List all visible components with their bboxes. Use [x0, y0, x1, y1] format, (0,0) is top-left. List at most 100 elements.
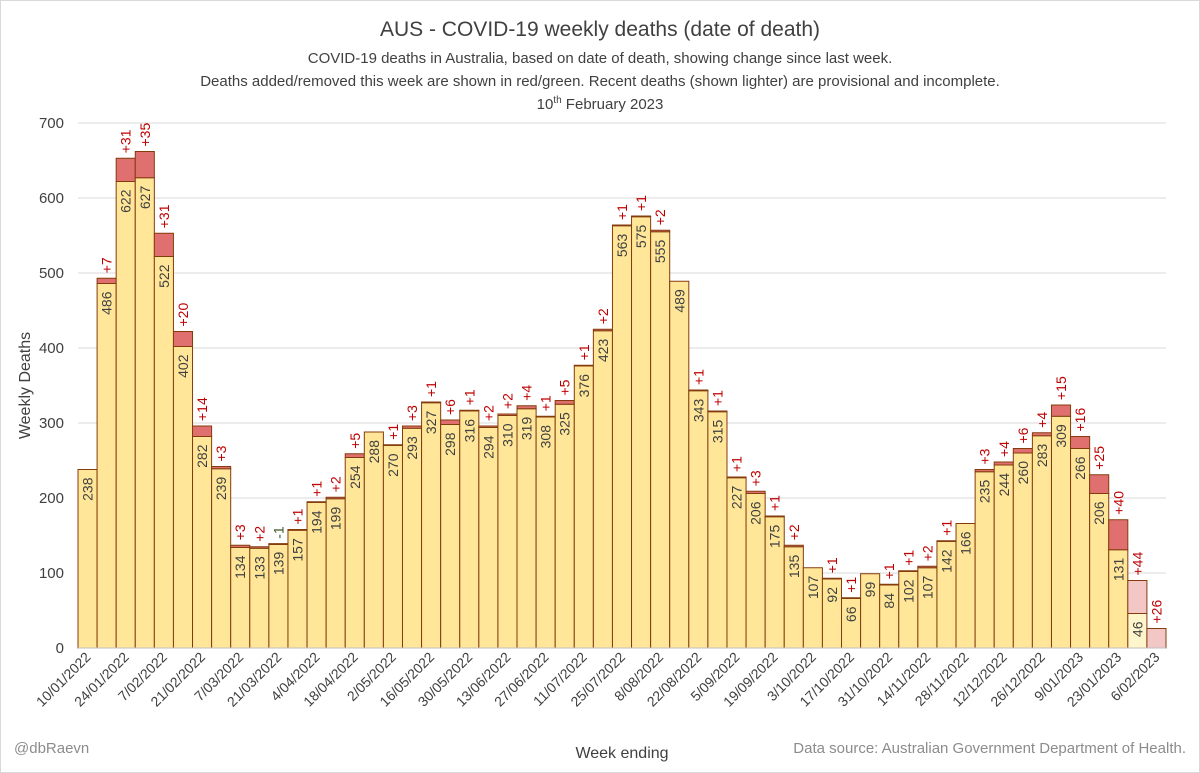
value-label: 308: [538, 425, 554, 449]
bar-added: [192, 425, 213, 437]
delta-label: +4: [1034, 412, 1050, 428]
y-tick-label: 500: [39, 265, 64, 282]
bar-added: [478, 425, 499, 428]
value-label: 376: [576, 374, 592, 398]
bar-added: [172, 331, 194, 347]
credit-text: @dbRaevn: [14, 740, 90, 757]
value-label: 166: [958, 531, 974, 555]
value-label: 175: [767, 525, 783, 549]
value-label: 227: [729, 486, 745, 510]
bar-added: [1108, 519, 1129, 551]
bar-added: [325, 496, 346, 500]
source-text: Data source: Australian Government Depar…: [793, 740, 1186, 757]
y-tick-label: 300: [39, 415, 64, 432]
value-label: 244: [996, 473, 1012, 497]
bar-base: [516, 408, 537, 649]
delta-label: +2: [652, 209, 668, 225]
bar-added: [783, 544, 804, 548]
value-label: 283: [1034, 444, 1050, 468]
delta-label: +2: [251, 526, 267, 542]
bar-added: [96, 277, 117, 284]
delta-label: +20: [175, 303, 191, 327]
bar-base: [841, 598, 862, 649]
delta-label: +6: [442, 399, 458, 415]
bar-added: [497, 413, 518, 416]
bar-added: [1146, 628, 1167, 649]
delta-label: +1: [843, 577, 859, 593]
bar-added: [554, 400, 575, 405]
value-label: 107: [919, 576, 935, 600]
delta-label: +3: [748, 470, 764, 486]
bar-added: [745, 490, 766, 494]
value-label: 92: [824, 587, 840, 603]
delta-label: +31: [118, 129, 134, 153]
bar-added: [134, 151, 155, 179]
value-label: 316: [461, 419, 477, 443]
y-axis-title: Weekly Deaths: [17, 332, 34, 439]
delta-label: +1: [614, 204, 630, 220]
delta-label: +1: [633, 195, 649, 211]
delta-label: +2: [499, 393, 515, 409]
delta-label: +4: [996, 441, 1012, 457]
bar-base: [688, 390, 709, 649]
value-label: 627: [137, 186, 153, 210]
value-label: 402: [175, 354, 191, 378]
value-label: 298: [442, 432, 458, 456]
bar-base: [592, 330, 613, 649]
value-label: 46: [1129, 621, 1145, 637]
bar-added: [974, 469, 995, 473]
chart-date: 10th February 2023: [0, 95, 1200, 113]
value-label: 133: [251, 556, 267, 580]
y-tick-label: 100: [39, 565, 64, 582]
delta-label: +14: [194, 397, 210, 421]
bar-added: [726, 476, 747, 479]
bar-base: [650, 231, 671, 649]
value-label: 288: [366, 440, 382, 464]
bar-added: [841, 597, 862, 599]
bar-base: [707, 411, 728, 649]
delta-label: +2: [919, 545, 935, 561]
bar-base: [535, 416, 556, 649]
bar-added: [821, 577, 843, 580]
delta-label: +1: [938, 520, 954, 536]
bar-base: [96, 283, 117, 649]
bar-base: [573, 365, 594, 649]
bar-base: [459, 410, 480, 649]
delta-label: +1: [729, 456, 745, 472]
value-label: 315: [709, 420, 725, 444]
chart-subtitle-1: COVID-19 deaths in Australia, based on d…: [307, 50, 893, 67]
value-label: 319: [519, 417, 535, 441]
bar-added: [249, 546, 270, 549]
bar-labels: 238486+7622+31627+35522+31402+20282+1423…: [80, 123, 1165, 638]
bar-base: [401, 427, 423, 649]
bar-base: [134, 177, 155, 649]
delta-label: +1: [824, 557, 840, 573]
delta-label: +3: [404, 405, 420, 421]
bar-added: [459, 409, 480, 412]
delta-label: +1: [690, 369, 706, 385]
bar-added: [382, 444, 403, 446]
bar-added: [1050, 404, 1072, 417]
value-label: 563: [614, 234, 630, 258]
date-rest: February 2023: [561, 96, 664, 113]
bar-base: [478, 427, 499, 649]
delta-label: +5: [347, 433, 363, 449]
x-axis-title: Week ending: [575, 745, 668, 762]
bar-added: [707, 410, 728, 413]
value-label: 99: [862, 582, 878, 598]
value-label: 239: [213, 477, 229, 501]
delta-label: +1: [461, 389, 477, 405]
delta-label: +35: [137, 123, 153, 147]
chart-title: AUS - COVID-19 weekly deaths (date of de…: [379, 18, 821, 41]
bar-added: [611, 224, 633, 227]
delta-label: +1: [881, 563, 897, 579]
delta-label: +2: [786, 524, 802, 540]
bar-base: [611, 225, 633, 649]
value-label: 206: [1091, 501, 1107, 525]
delta-label: +25: [1091, 446, 1107, 470]
delta-label: -1: [270, 526, 286, 539]
y-tick-label: 400: [39, 340, 64, 357]
value-label: 622: [118, 189, 134, 213]
value-label: 238: [80, 477, 96, 501]
